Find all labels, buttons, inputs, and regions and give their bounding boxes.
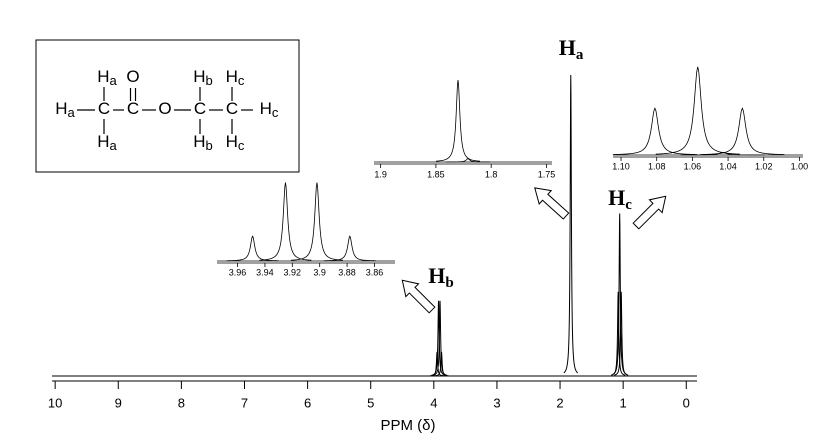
- peak-label: Hb: [428, 263, 453, 291]
- atom: Ha: [97, 132, 117, 153]
- structure-box: [35, 39, 300, 173]
- atom: Hc: [226, 67, 245, 88]
- arrow: [534, 187, 570, 220]
- atom: Hb: [193, 67, 213, 88]
- atom: Hc: [226, 132, 245, 153]
- x-tick-label: 1.75: [538, 169, 556, 179]
- atom-symbol: C: [194, 99, 206, 118]
- x-tick-label: 4: [430, 395, 437, 410]
- peak: [563, 74, 579, 374]
- atom-symbol: H: [97, 67, 109, 86]
- x-tick-label: 3.92: [284, 267, 302, 277]
- x-tick-label: 6: [304, 395, 311, 410]
- x-tick-label: 10: [48, 395, 62, 410]
- peak: [435, 79, 481, 162]
- atom: C: [127, 99, 139, 118]
- x-tick-label: 3.9: [313, 267, 326, 277]
- x-tick-label: 1.02: [755, 161, 773, 171]
- atom-symbol: H: [55, 99, 67, 118]
- atom-symbol: H: [97, 132, 109, 151]
- arrows: [401, 187, 667, 314]
- peak-label-sub: a: [576, 47, 584, 63]
- atom: Hc: [260, 99, 279, 120]
- x-tick-label: 3.88: [338, 267, 356, 277]
- peak-label-main: H: [559, 35, 576, 60]
- atom: Ha: [55, 99, 75, 120]
- x-tick-label: 8: [178, 395, 185, 410]
- atom-symbol: H: [260, 99, 272, 118]
- peak-label-main: H: [608, 185, 625, 210]
- atom-symbol: C: [98, 99, 110, 118]
- peak: [612, 107, 697, 155]
- peak: [445, 158, 490, 163]
- atom-symbol: O: [126, 67, 139, 86]
- x-tick-label: 1.08: [648, 161, 666, 171]
- arrow: [632, 195, 667, 230]
- x-tick-label: 9: [115, 395, 122, 410]
- peak: [323, 235, 376, 262]
- peak-label: Ha: [559, 35, 584, 63]
- atom: Ha: [97, 67, 117, 88]
- peak: [655, 66, 740, 155]
- x-tick-label: 1.9: [374, 169, 387, 179]
- atom-subscript: a: [110, 138, 118, 153]
- peak: [614, 291, 629, 376]
- atom: C: [226, 99, 238, 118]
- atom: C: [194, 99, 206, 118]
- atom-symbol: C: [127, 99, 139, 118]
- peak: [434, 351, 449, 377]
- atom-symbol: H: [226, 67, 238, 86]
- x-tick-label: 1.85: [427, 169, 445, 179]
- atom: O: [158, 99, 171, 118]
- x-tick-label: 3.94: [256, 267, 274, 277]
- x-tick-label: 3.96: [229, 267, 247, 277]
- peak-label-sub: c: [625, 197, 632, 213]
- peak-label-main: H: [428, 263, 445, 288]
- x-tick-label: 1.8: [485, 169, 498, 179]
- atom-subscript: b: [206, 138, 213, 153]
- atom-symbol: H: [226, 132, 238, 151]
- peak-label: Hc: [608, 185, 632, 213]
- atom-symbol: C: [226, 99, 238, 118]
- x-tick-label: 3: [493, 395, 500, 410]
- peak: [259, 182, 312, 261]
- x-tick-label: 1: [620, 395, 627, 410]
- peak: [226, 235, 279, 262]
- x-tick-label: 0: [683, 395, 690, 410]
- atom-subscript: b: [206, 73, 213, 88]
- x-tick-label: 1.10: [612, 161, 630, 171]
- atom-symbol: H: [193, 67, 205, 86]
- atom-symbol: O: [158, 99, 171, 118]
- peak: [431, 300, 446, 376]
- atom-subscript: c: [272, 105, 279, 120]
- peak: [680, 151, 765, 156]
- atom-subscript: a: [110, 73, 118, 88]
- atom-subscript: c: [238, 138, 245, 153]
- atom: O: [126, 67, 139, 86]
- x-tick-label: 2: [556, 395, 563, 410]
- x-tick-label: 7: [241, 395, 248, 410]
- peak-label-sub: b: [445, 275, 453, 291]
- atom-subscript: c: [238, 73, 245, 88]
- x-tick-label: 1.04: [719, 161, 737, 171]
- x-tick-label: 5: [367, 395, 374, 410]
- x-axis-title: PPM (δ): [380, 417, 435, 434]
- x-tick-label: 1.00: [791, 161, 809, 171]
- atom: Hb: [193, 132, 213, 153]
- peak: [700, 107, 785, 155]
- arrow: [401, 279, 436, 314]
- atom-symbol: H: [193, 132, 205, 151]
- x-tick-label: 3.86: [366, 267, 384, 277]
- atom-subscript: a: [68, 105, 76, 120]
- atom: C: [98, 99, 110, 118]
- x-tick-label: 1.06: [684, 161, 702, 171]
- peak: [290, 182, 343, 261]
